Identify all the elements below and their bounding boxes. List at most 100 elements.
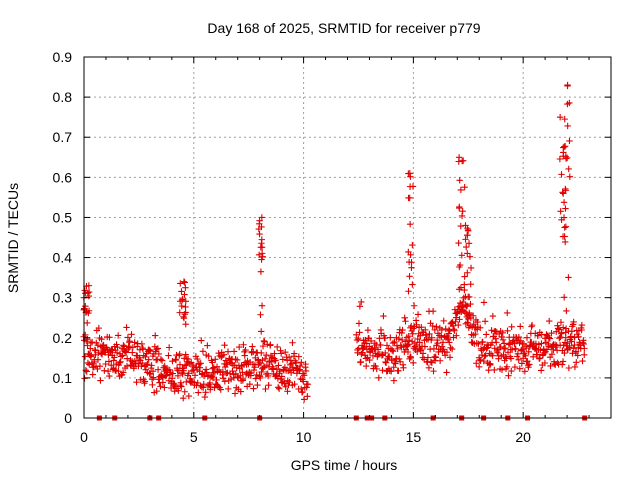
data-point <box>365 327 371 333</box>
data-point <box>289 340 295 346</box>
data-point <box>456 158 462 164</box>
data-point <box>457 177 463 183</box>
data-point <box>90 371 96 377</box>
data-point <box>546 318 552 324</box>
data-point <box>437 358 443 364</box>
data-point <box>502 345 508 351</box>
data-point <box>407 221 413 227</box>
y-tick-label: 0 <box>64 410 72 426</box>
data-point <box>358 299 364 305</box>
data-point <box>564 83 570 89</box>
data-point <box>387 334 393 340</box>
data-point <box>512 364 518 370</box>
data-point <box>458 223 464 229</box>
y-tick-label: 0.9 <box>53 49 73 65</box>
data-point <box>129 349 135 355</box>
data-point <box>563 308 569 314</box>
data-point <box>204 342 210 348</box>
data-point <box>447 345 453 351</box>
data-point <box>285 377 291 383</box>
data-point <box>275 384 281 390</box>
data-point <box>203 366 209 372</box>
data-point <box>560 358 566 364</box>
data-point <box>557 334 563 340</box>
data-point <box>504 310 510 316</box>
data-point <box>485 367 491 373</box>
data-point <box>468 265 474 271</box>
data-point <box>198 337 204 343</box>
data-point <box>182 389 188 395</box>
data-point <box>564 123 570 129</box>
data-point <box>282 349 288 355</box>
data-point <box>408 265 414 271</box>
data-point <box>97 377 103 383</box>
data-point <box>152 332 158 338</box>
data-point <box>177 309 183 315</box>
data-point <box>276 385 282 391</box>
x-tick-label: 20 <box>515 429 531 445</box>
data-point <box>561 224 567 230</box>
x-axis-label: GPS time / hours <box>291 457 398 473</box>
data-point <box>254 382 260 388</box>
data-point <box>358 351 364 357</box>
data-point <box>529 322 535 328</box>
data-point <box>561 294 567 300</box>
data-point <box>461 281 467 287</box>
data-point <box>242 352 248 358</box>
data-point <box>158 356 164 362</box>
data-point <box>275 362 281 368</box>
data-point <box>155 366 161 372</box>
data-point <box>563 223 569 229</box>
data-point <box>182 284 188 290</box>
data-point <box>89 339 95 345</box>
data-point <box>516 357 522 363</box>
data-point <box>459 213 465 219</box>
data-point <box>258 328 264 334</box>
data-point <box>579 322 585 328</box>
data-point <box>180 395 186 401</box>
data-point <box>225 386 231 392</box>
data-point <box>357 303 363 309</box>
data-point <box>482 318 488 324</box>
y-tick-label: 0.7 <box>53 129 73 145</box>
data-point <box>415 311 421 317</box>
data-point <box>466 294 472 300</box>
data-point <box>123 324 129 330</box>
data-point <box>405 288 411 294</box>
data-point <box>411 303 417 309</box>
srmtid-chart: Day 168 of 2025, SRMTID for receiver p77… <box>0 0 640 480</box>
data-point <box>106 373 112 379</box>
data-point <box>165 352 171 358</box>
data-point <box>508 324 514 330</box>
data-point <box>455 322 461 328</box>
data-point <box>566 138 572 144</box>
data-point <box>554 322 560 328</box>
data-point <box>494 349 500 355</box>
data-point <box>430 308 436 314</box>
data-point <box>493 339 499 345</box>
y-tick-label: 0.3 <box>53 290 73 306</box>
data-point <box>195 389 201 395</box>
data-point <box>487 361 493 367</box>
data-point <box>402 318 408 324</box>
data-point <box>409 281 415 287</box>
data-point <box>572 364 578 370</box>
chart-title: Day 168 of 2025, SRMTID for receiver p77… <box>207 20 480 36</box>
data-point <box>433 323 439 329</box>
data-point <box>259 302 265 308</box>
data-point <box>149 382 155 388</box>
data-point <box>524 335 530 341</box>
data-point <box>265 382 271 388</box>
data-point <box>501 340 507 346</box>
data-point <box>274 344 280 350</box>
data-point <box>256 231 262 237</box>
data-point <box>468 281 474 287</box>
data-point <box>528 323 534 329</box>
data-point <box>259 250 265 256</box>
data-point <box>426 365 432 371</box>
data-point <box>356 320 362 326</box>
data-point <box>566 365 572 371</box>
data-point <box>202 394 208 400</box>
y-tick-label: 0.6 <box>53 169 73 185</box>
data-point <box>305 381 311 387</box>
